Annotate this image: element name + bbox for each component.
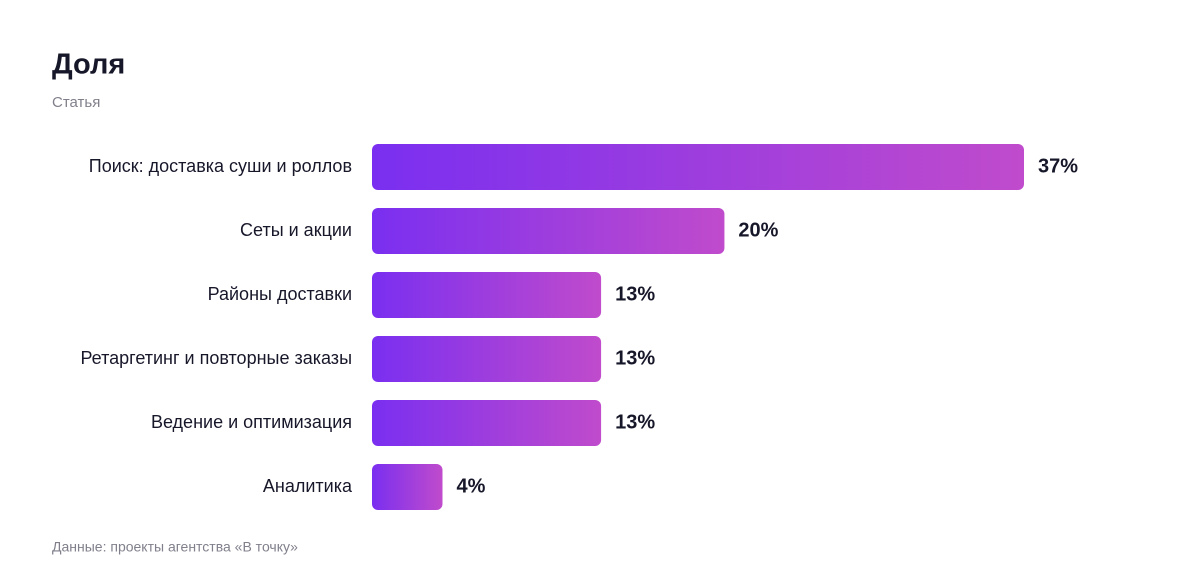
value-label: 13% [615,411,655,433]
bar [372,272,602,318]
bar [372,208,725,254]
category-label: Районы доставки [208,284,352,304]
bar [372,336,602,382]
chart-subtitle: Статья [52,94,100,111]
value-label: 37% [1038,155,1078,177]
value-label: 4% [456,475,485,497]
bar [372,400,602,446]
category-label: Поиск: доставка суши и роллов [89,156,352,176]
source-note: Данные: проекты агентства «В точку» [52,539,298,555]
category-label: Аналитика [263,476,353,496]
category-label: Ретаргетинг и повторные заказы [80,348,352,368]
bar [372,464,443,510]
category-label: Сеты и акции [240,220,352,240]
bar [372,144,1024,190]
value-label: 20% [738,219,778,241]
chart-title: Доля [52,49,125,81]
value-label: 13% [615,347,655,369]
category-label: Ведение и оптимизация [151,412,352,432]
value-label: 13% [615,283,655,305]
